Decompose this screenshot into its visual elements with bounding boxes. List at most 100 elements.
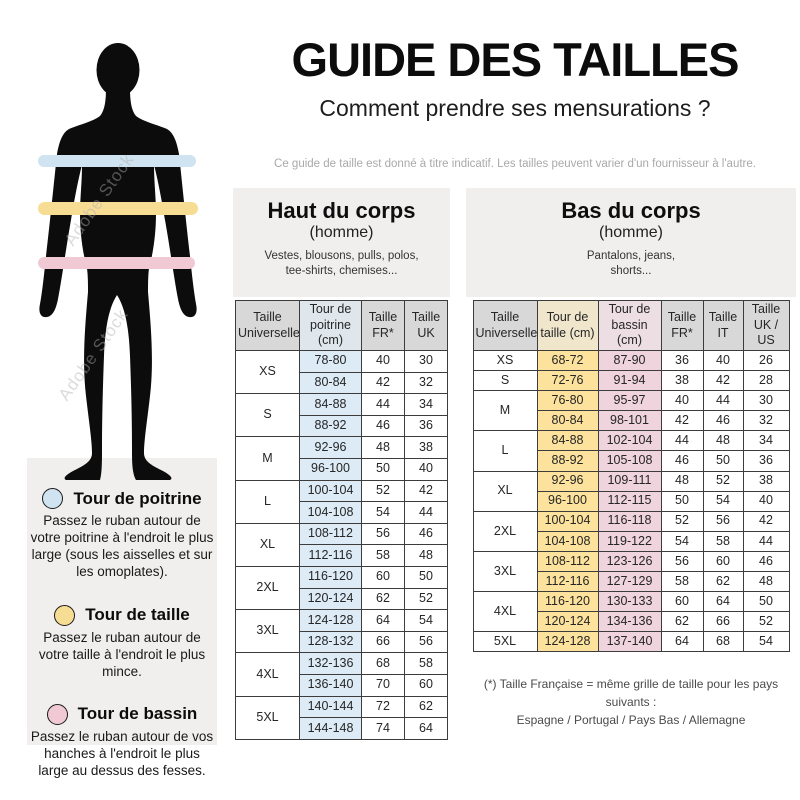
- value-cell: 98-101: [597, 410, 662, 432]
- value-cell: 92-96: [536, 470, 599, 492]
- value-cell: 112-115: [597, 490, 662, 512]
- value-cell: 120-124: [299, 587, 362, 611]
- size-cell: M: [235, 436, 300, 481]
- value-cell: 60: [702, 550, 744, 573]
- table-row: 5XL 124-128 137-140 64 68 54: [472, 631, 790, 653]
- value-cell: 119-122: [597, 530, 662, 552]
- size-cell: 4XL: [472, 591, 538, 633]
- value-cell: 48: [742, 571, 790, 593]
- legend-title: Tour de bassin: [77, 704, 198, 724]
- chest-measure-band: [38, 155, 196, 167]
- value-cell: 30: [404, 350, 448, 373]
- value-cell: 72-76: [536, 370, 599, 392]
- value-cell: 38: [742, 470, 790, 492]
- value-cell: 91-94: [597, 370, 662, 392]
- table-row: 88-92 46 36: [236, 414, 448, 438]
- value-cell: 54: [660, 530, 704, 552]
- value-cell: 62: [660, 611, 704, 633]
- value-cell: 42: [742, 510, 790, 532]
- value-cell: 130-133: [597, 591, 662, 613]
- size-cell: S: [235, 393, 300, 438]
- column-header: Taille Universelle: [235, 300, 300, 351]
- table-row: 3XL 108-112 123-126 56 60 46: [472, 550, 790, 593]
- legend-item-taille: Tour de taille Passez le ruban autour de…: [27, 604, 217, 680]
- value-cell: 84-88: [299, 393, 362, 416]
- section-haut-header: Haut du corps (homme) Vestes, blousons, …: [233, 188, 450, 297]
- value-cell: 120-124: [536, 611, 599, 633]
- table-row: 80-84 42 32: [236, 371, 448, 395]
- legend-description: Passez le ruban autour de votre taille à…: [38, 629, 206, 679]
- value-cell: 96-100: [299, 457, 362, 481]
- value-cell: 32: [742, 410, 790, 432]
- value-cell: 58: [361, 544, 405, 567]
- value-cell: 36: [660, 349, 704, 372]
- measurement-legend: Tour de poitrine Passez le ruban autour …: [27, 458, 217, 778]
- table-row: 96-100 50 40: [236, 457, 448, 481]
- value-cell: 68-72: [536, 349, 599, 372]
- section-description: Pantalons, jeans, shorts...: [586, 250, 676, 278]
- value-cell: 58: [404, 652, 448, 675]
- section-title: Bas du corps: [561, 198, 701, 223]
- legend-item-bassin: Tour de bassin Passez le ruban autour de…: [27, 703, 217, 779]
- value-cell: 68: [361, 652, 405, 675]
- hips-measure-band: [38, 257, 195, 269]
- value-cell: 104-108: [536, 530, 599, 552]
- value-cell: 52: [742, 611, 790, 633]
- size-cell: XS: [235, 349, 300, 395]
- value-cell: 66: [361, 630, 405, 654]
- column-header: Taille IT: [702, 300, 744, 351]
- table-row: 112-116 58 48: [236, 544, 448, 567]
- value-cell: 48: [404, 544, 448, 567]
- value-cell: 70: [361, 673, 405, 697]
- table-row: 2XL 100-104 116-118 52 56 42: [472, 510, 790, 552]
- table-row: 5XL 140-144 72 62: [235, 695, 448, 740]
- value-cell: 40: [361, 350, 405, 373]
- size-cell: M: [472, 390, 538, 432]
- chest-color-dot-icon: [42, 488, 64, 509]
- value-cell: 42: [702, 370, 744, 392]
- value-cell: 38: [660, 370, 704, 392]
- value-cell: 48: [702, 430, 744, 452]
- value-cell: 52: [361, 479, 405, 503]
- value-cell: 105-108: [597, 450, 662, 472]
- legend-title: Tour de taille: [85, 605, 190, 625]
- value-cell: 62: [361, 587, 405, 611]
- value-cell: 88-92: [299, 414, 362, 438]
- value-cell: 56: [660, 550, 704, 573]
- value-cell: 48: [361, 436, 405, 459]
- column-header: Taille FR*: [361, 300, 405, 351]
- table-row: 128-132 66 56: [236, 630, 448, 654]
- value-cell: 60: [660, 591, 704, 613]
- value-cell: 46: [660, 450, 704, 472]
- value-cell: 52: [660, 510, 704, 532]
- value-cell: 64: [702, 591, 744, 613]
- value-cell: 40: [404, 457, 448, 481]
- value-cell: 54: [742, 631, 790, 653]
- value-cell: 50: [404, 565, 448, 589]
- value-cell: 56: [404, 630, 448, 654]
- size-table-1: Taille Universelle Tour de taille (cm) Tou…: [472, 300, 790, 653]
- value-cell: 66: [702, 611, 744, 633]
- table-row: 4XL 116-120 130-133 60 64 50: [472, 591, 790, 633]
- page-subtitle: Comment prendre ses mensurations ?: [319, 94, 711, 121]
- value-cell: 50: [702, 450, 744, 472]
- table-row: XS 68-72 87-90 36 40 26: [472, 349, 790, 372]
- table-row: 112-116 127-129 58 62 48: [473, 571, 790, 593]
- size-cell: XL: [235, 522, 300, 567]
- value-cell: 62: [702, 571, 744, 593]
- value-cell: 28: [742, 370, 790, 392]
- body-silhouette: [39, 43, 197, 480]
- value-cell: 128-132: [299, 630, 362, 654]
- footnote: (*) Taille Française = même grille de ta…: [466, 675, 796, 729]
- value-cell: 58: [702, 530, 744, 552]
- value-cell: 56: [702, 510, 744, 532]
- table-row: XL 108-112 56 46: [235, 522, 448, 567]
- table-row: 104-108 119-122 54 58 44: [473, 530, 790, 552]
- size-cell: 5XL: [235, 695, 300, 740]
- column-header: Taille FR*: [660, 300, 704, 351]
- column-header: Tour de poitrine (cm): [299, 300, 362, 351]
- table-row: 80-84 98-101 42 46 32: [473, 410, 790, 432]
- value-cell: 112-116: [536, 571, 599, 593]
- section-bas-du-corps: Bas du corps (homme) Pantalons, jeans, s…: [466, 188, 796, 729]
